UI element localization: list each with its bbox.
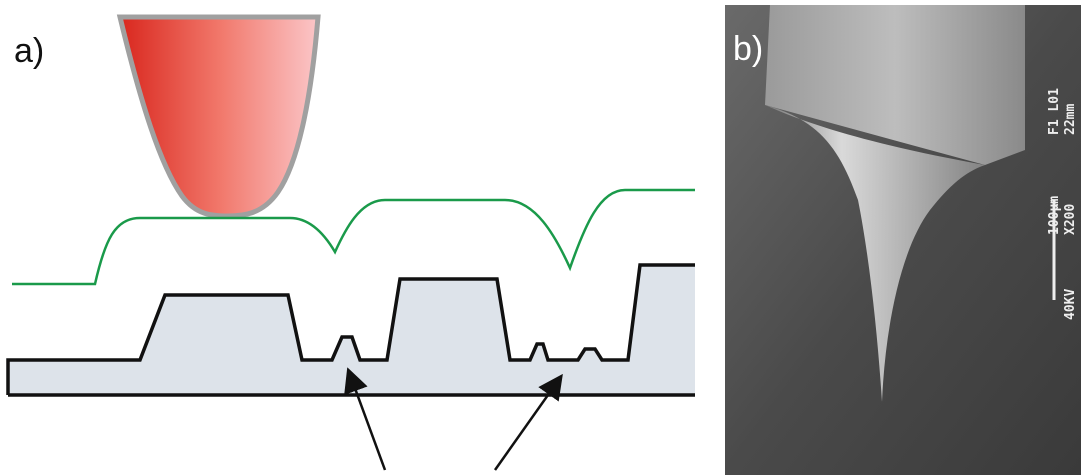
panel-label: a) (14, 32, 44, 70)
micrograph-label: 40KV (1063, 289, 1078, 320)
scan-trace (12, 190, 695, 284)
micrograph-label: 22mm (1063, 104, 1078, 135)
micrograph-label: F1 L01 (1047, 88, 1062, 135)
panel-label: b) (733, 30, 763, 68)
figure: a) b) 100µm X200 F1 L01 22mm 40KV (0, 0, 1081, 475)
probe-tip (120, 17, 318, 216)
micrograph-label: X200 (1063, 204, 1078, 235)
panel-b: b) 100µm X200 F1 L01 22mm 40KV (725, 5, 1081, 475)
panel-a: a) (8, 17, 695, 470)
